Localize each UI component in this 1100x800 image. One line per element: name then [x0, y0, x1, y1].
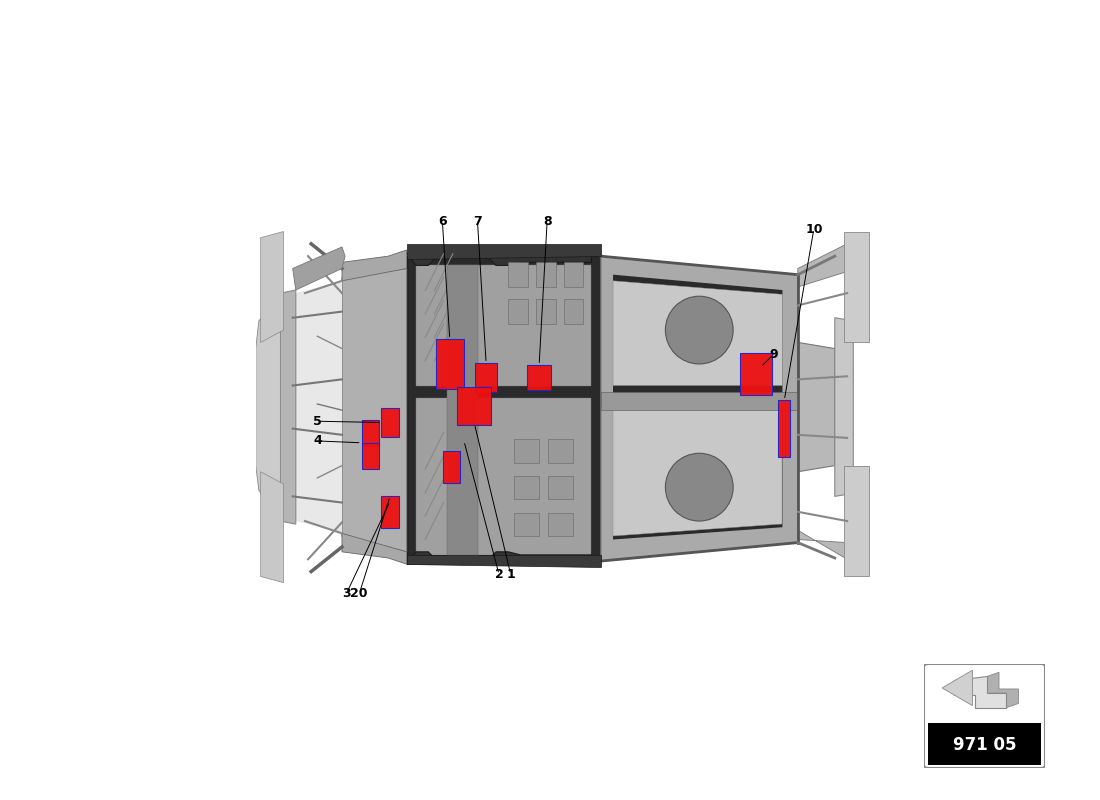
Polygon shape — [798, 244, 854, 287]
Polygon shape — [342, 250, 407, 281]
Bar — [362, 420, 378, 446]
Polygon shape — [601, 392, 798, 410]
Bar — [381, 496, 399, 528]
Bar — [515, 476, 539, 499]
Polygon shape — [798, 342, 835, 472]
Polygon shape — [261, 231, 284, 342]
Polygon shape — [613, 281, 782, 386]
Bar — [536, 262, 556, 287]
Text: 10: 10 — [805, 222, 823, 235]
Bar — [436, 339, 464, 389]
Polygon shape — [296, 281, 342, 534]
Bar — [362, 443, 378, 470]
Bar — [739, 354, 772, 395]
Bar — [515, 513, 539, 537]
Polygon shape — [447, 266, 477, 555]
Text: 3: 3 — [342, 587, 351, 600]
Polygon shape — [844, 231, 869, 342]
Circle shape — [666, 454, 733, 521]
Polygon shape — [280, 290, 296, 524]
Text: EDU: EDU — [308, 343, 598, 465]
Polygon shape — [601, 256, 798, 561]
Polygon shape — [255, 306, 280, 509]
Text: 5: 5 — [314, 414, 321, 428]
Text: 4: 4 — [314, 434, 321, 447]
Circle shape — [666, 296, 733, 364]
Polygon shape — [407, 555, 601, 567]
Bar — [927, 723, 1042, 765]
Text: 9: 9 — [769, 348, 778, 362]
Polygon shape — [416, 266, 592, 386]
Text: 20: 20 — [351, 587, 369, 600]
Polygon shape — [942, 670, 972, 706]
Bar — [508, 299, 528, 324]
Bar — [458, 386, 492, 425]
Polygon shape — [407, 253, 592, 266]
Bar — [548, 476, 573, 499]
Bar — [548, 439, 573, 462]
Polygon shape — [613, 274, 782, 539]
Bar — [548, 513, 573, 537]
Bar — [563, 262, 583, 287]
Polygon shape — [342, 534, 407, 564]
Bar — [778, 400, 791, 457]
Bar — [508, 262, 528, 287]
Text: 971 05: 971 05 — [953, 736, 1016, 754]
Bar — [536, 299, 556, 324]
Bar — [527, 365, 551, 390]
Text: 8: 8 — [542, 215, 551, 228]
Polygon shape — [844, 466, 869, 577]
Polygon shape — [613, 401, 782, 537]
Polygon shape — [293, 247, 345, 290]
Bar — [475, 363, 497, 392]
Text: 1: 1 — [506, 568, 515, 581]
Polygon shape — [342, 269, 407, 552]
Bar — [381, 408, 399, 437]
Polygon shape — [407, 256, 601, 561]
Text: a passion
for parts.since
1984: a passion for parts.since 1984 — [588, 471, 698, 522]
Polygon shape — [407, 552, 592, 564]
Bar — [563, 299, 583, 324]
Polygon shape — [987, 672, 1019, 708]
Text: 2: 2 — [495, 568, 504, 581]
Bar — [515, 439, 539, 462]
Bar — [443, 451, 460, 483]
Text: 7: 7 — [473, 215, 482, 228]
Polygon shape — [955, 677, 1006, 708]
Polygon shape — [261, 472, 284, 582]
Text: 6: 6 — [438, 215, 447, 228]
Polygon shape — [407, 244, 601, 259]
Polygon shape — [416, 398, 592, 555]
Polygon shape — [798, 530, 854, 559]
Polygon shape — [835, 318, 854, 496]
FancyBboxPatch shape — [924, 664, 1045, 768]
